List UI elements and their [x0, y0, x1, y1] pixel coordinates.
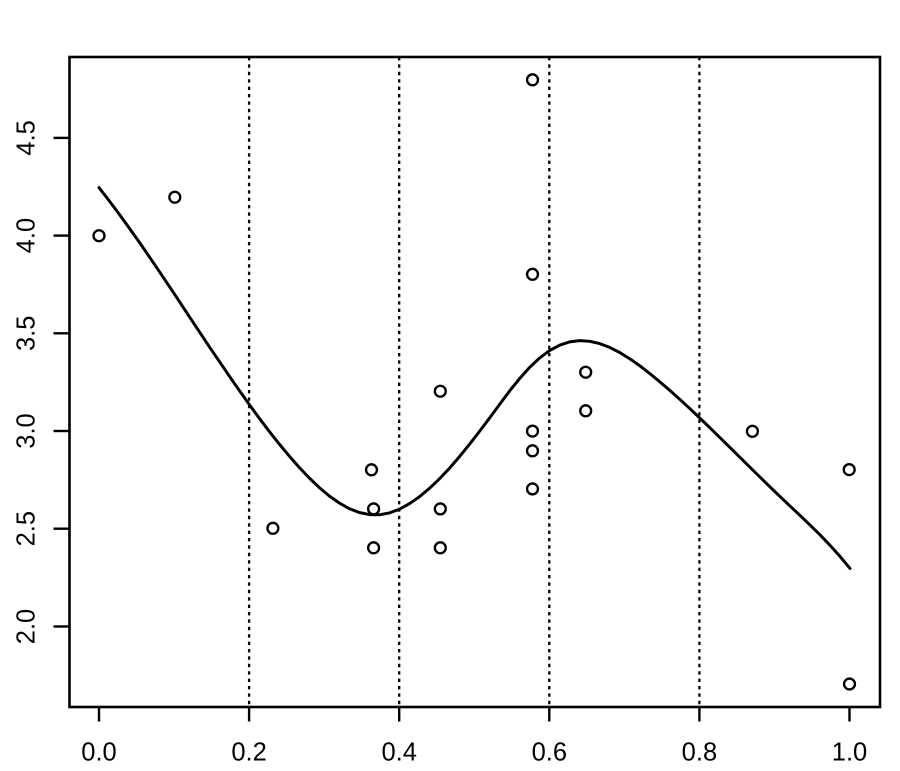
svg-text:3.0: 3.0 [13, 413, 41, 448]
svg-text:0.6: 0.6 [532, 739, 567, 767]
svg-text:0.8: 0.8 [682, 739, 717, 767]
svg-text:2.0: 2.0 [13, 609, 41, 644]
svg-text:0.4: 0.4 [381, 739, 416, 767]
svg-text:4.5: 4.5 [13, 120, 41, 155]
svg-text:0.2: 0.2 [231, 739, 266, 767]
svg-text:2.5: 2.5 [13, 511, 41, 546]
svg-text:0.0: 0.0 [81, 739, 116, 767]
svg-text:4.0: 4.0 [13, 218, 41, 253]
svg-text:1.0: 1.0 [832, 739, 867, 767]
svg-text:3.5: 3.5 [13, 316, 41, 351]
